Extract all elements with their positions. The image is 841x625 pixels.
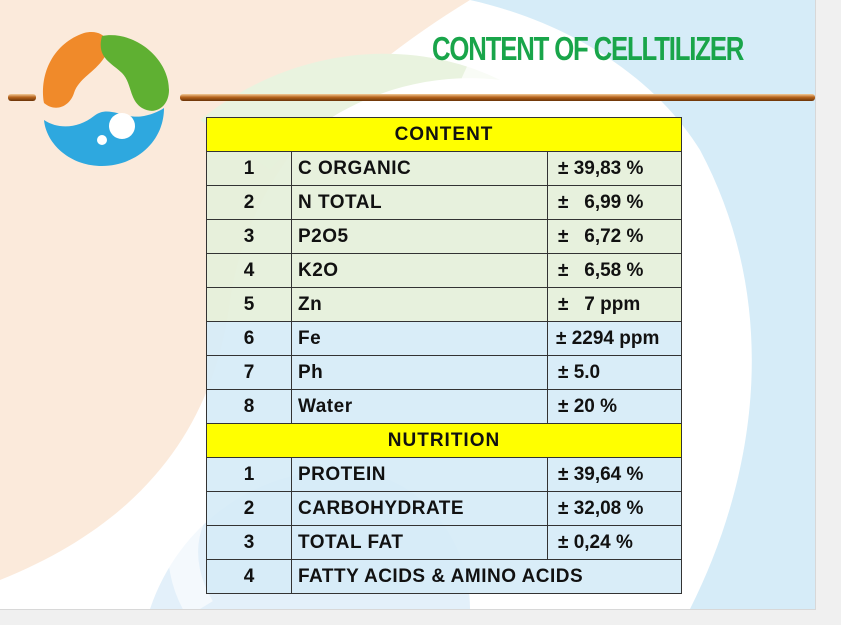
slide: CONTENT OF CELLTILIZER CONTENT 1 C ORGAN… (0, 0, 816, 610)
table-row: 7 Ph ± 5.0 (206, 355, 682, 390)
table-row: 8 Water ± 20 % (206, 389, 682, 424)
section-header-content: CONTENT (206, 117, 682, 152)
row-name: TOTAL FAT (291, 525, 548, 560)
row-value: ± 0,24 % (547, 525, 682, 560)
row-number: 4 (206, 253, 292, 288)
table-row: 6 Fe ± 2294 ppm (206, 321, 682, 356)
row-number: 2 (206, 185, 292, 220)
table-row: 2 CARBOHYDRATE ± 32,08 % (206, 491, 682, 526)
table-row: 4 FATTY ACIDS & AMINO ACIDS (206, 559, 682, 594)
table-row: 5 Zn ± 7 ppm (206, 287, 682, 322)
row-name: Zn (291, 287, 548, 322)
table-row: 1 PROTEIN ± 39,64 % (206, 457, 682, 492)
row-number: 4 (206, 559, 292, 594)
row-number: 1 (206, 457, 292, 492)
content-table: CONTENT 1 C ORGANIC ± 39,83 % 2 N TOTAL … (206, 117, 682, 594)
table-row: 3 TOTAL FAT ± 0,24 % (206, 525, 682, 560)
section-header-nutrition: NUTRITION (206, 423, 682, 458)
title-underline-right (180, 94, 815, 101)
row-value: ± 6,72 % (547, 219, 682, 254)
row-value: ± 20 % (547, 389, 682, 424)
row-name: Ph (291, 355, 548, 390)
table-row: 3 P2O5 ± 6,72 % (206, 219, 682, 254)
row-number: 3 (206, 525, 292, 560)
title-underline-left (8, 94, 36, 101)
slide-title: CONTENT OF CELLTILIZER (432, 30, 744, 67)
table-row: 4 K2O ± 6,58 % (206, 253, 682, 288)
row-number: 8 (206, 389, 292, 424)
row-value: ± 6,99 % (547, 185, 682, 220)
row-number: 3 (206, 219, 292, 254)
section-header-row: NUTRITION (206, 423, 682, 458)
row-name: N TOTAL (291, 185, 548, 220)
row-number: 1 (206, 151, 292, 186)
table-row: 1 C ORGANIC ± 39,83 % (206, 151, 682, 186)
row-number: 7 (206, 355, 292, 390)
row-number: 6 (206, 321, 292, 356)
row-value: ± 5.0 (547, 355, 682, 390)
table-row: 2 N TOTAL ± 6,99 % (206, 185, 682, 220)
row-name: P2O5 (291, 219, 548, 254)
row-value: ± 32,08 % (547, 491, 682, 526)
section-header-row: CONTENT (206, 117, 682, 152)
row-name: FATTY ACIDS & AMINO ACIDS (291, 559, 682, 594)
row-value: ± 6,58 % (547, 253, 682, 288)
row-number: 2 (206, 491, 292, 526)
row-number: 5 (206, 287, 292, 322)
row-name: Fe (291, 321, 548, 356)
row-name: C ORGANIC (291, 151, 548, 186)
row-value: ± 39,83 % (547, 151, 682, 186)
row-value: ± 39,64 % (547, 457, 682, 492)
celltilizer-swirl-logo-icon (43, 32, 169, 166)
row-value: ± 7 ppm (547, 287, 682, 322)
row-value: ± 2294 ppm (547, 321, 682, 356)
row-name: K2O (291, 253, 548, 288)
row-name: CARBOHYDRATE (291, 491, 548, 526)
row-name: Water (291, 389, 548, 424)
row-name: PROTEIN (291, 457, 548, 492)
